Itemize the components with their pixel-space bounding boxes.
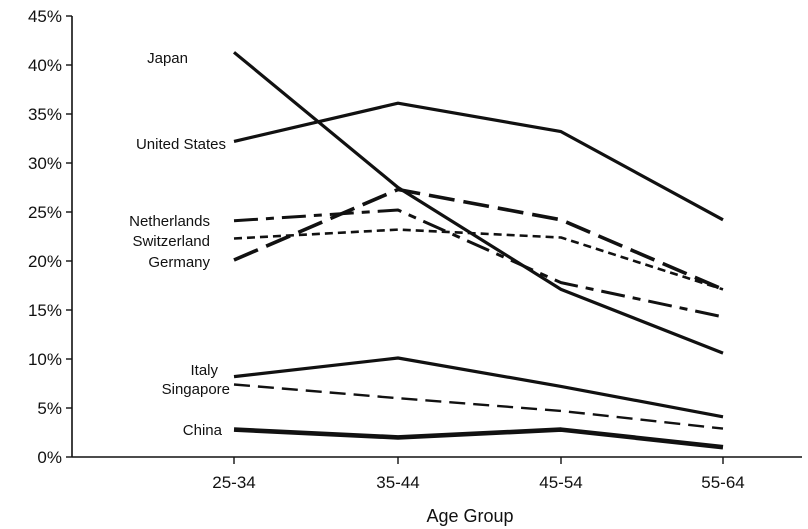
y-tick-label: 20% bbox=[28, 252, 62, 271]
y-ticks: 0% 5% 10% 15% 20% 25% 30% 35% 40% 45% bbox=[28, 7, 72, 467]
y-tick-label: 0% bbox=[37, 448, 62, 467]
y-tick-label: 45% bbox=[28, 7, 62, 26]
x-tick-label: 35-44 bbox=[376, 473, 419, 492]
x-tick-label: 25-34 bbox=[212, 473, 255, 492]
series-label-japan: Japan bbox=[147, 50, 188, 67]
x-ticks: 25-34 35-44 45-54 55-64 bbox=[212, 457, 745, 492]
series-label-netherlands: Netherlands bbox=[129, 213, 210, 230]
series-line-germany bbox=[233, 187, 724, 292]
y-tick-label: 30% bbox=[28, 154, 62, 173]
series-label-germany: Germany bbox=[148, 254, 210, 271]
x-tick-label: 55-64 bbox=[701, 473, 744, 492]
series-line-italy bbox=[233, 356, 724, 419]
y-tick-label: 15% bbox=[28, 301, 62, 320]
series-labels: Japan United States Netherlands Switzerland… bbox=[129, 50, 230, 439]
series-line-japan bbox=[232, 51, 724, 355]
series-label-italy: Italy bbox=[190, 362, 218, 379]
series-line-netherlands bbox=[233, 208, 724, 319]
series-label-united-states: United States bbox=[136, 136, 226, 153]
y-tick-label: 5% bbox=[37, 399, 62, 418]
y-tick-label: 40% bbox=[28, 56, 62, 75]
x-tick-label: 45-54 bbox=[539, 473, 582, 492]
series-line-singapore bbox=[233, 383, 724, 430]
series-label-switzerland: Switzerland bbox=[132, 233, 210, 250]
y-tick-label: 25% bbox=[28, 203, 62, 222]
series-lines bbox=[232, 51, 724, 450]
y-tick-label: 10% bbox=[28, 350, 62, 369]
series-line-united-states bbox=[233, 101, 724, 222]
y-tick-label: 35% bbox=[28, 105, 62, 124]
series-line-china bbox=[233, 427, 724, 450]
axes bbox=[71, 16, 802, 458]
series-label-china: China bbox=[183, 422, 223, 439]
series-line-switzerland bbox=[233, 228, 724, 291]
x-axis-title: Age Group bbox=[426, 506, 513, 526]
series-label-singapore: Singapore bbox=[162, 381, 230, 398]
